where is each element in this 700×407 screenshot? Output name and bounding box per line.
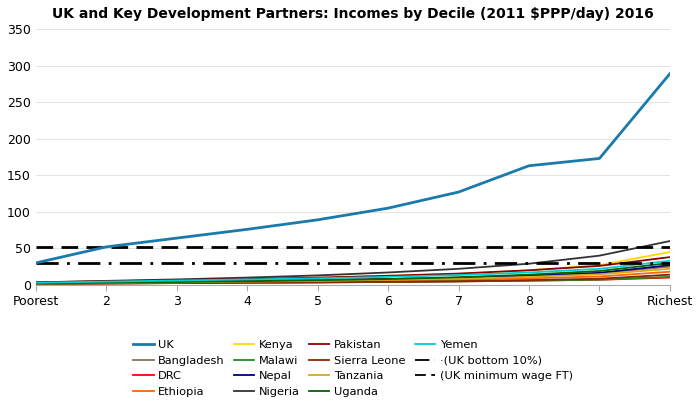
- Title: UK and Key Development Partners: Incomes by Decile (2011 $PPP/day) 2016: UK and Key Development Partners: Incomes…: [52, 7, 654, 21]
- Legend: UK, Bangladesh, DRC, Ethiopia, Kenya, Malawi, Nepal, Nigeria, Pakistan, Sierra L: UK, Bangladesh, DRC, Ethiopia, Kenya, Ma…: [130, 337, 576, 400]
